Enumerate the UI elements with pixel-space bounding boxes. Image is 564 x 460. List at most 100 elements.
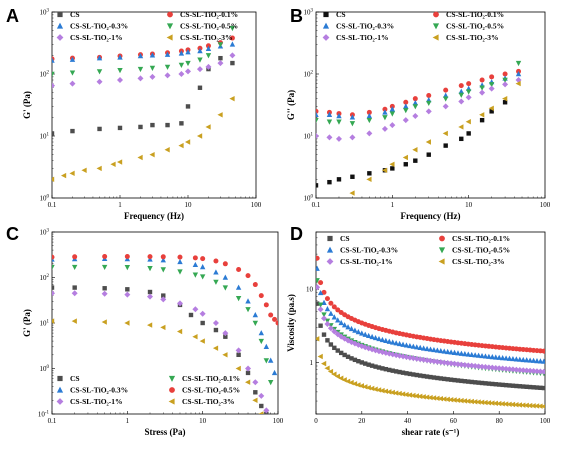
data-point — [376, 365, 382, 370]
data-point — [212, 345, 219, 351]
data-point — [472, 363, 479, 370]
legend-marker — [57, 11, 63, 18]
data-point — [369, 333, 375, 340]
data-point — [331, 328, 338, 335]
data-point — [176, 328, 183, 335]
data-point — [517, 384, 523, 389]
y-tick-label: 102 — [304, 71, 314, 79]
data-point — [317, 302, 324, 308]
data-point — [365, 384, 371, 391]
data-point — [393, 340, 399, 346]
data-point — [490, 381, 495, 387]
data-point — [380, 366, 385, 371]
data-point — [365, 332, 372, 339]
data-point — [321, 360, 327, 367]
data-point — [96, 78, 103, 85]
data-point — [185, 139, 191, 145]
data-point — [349, 356, 354, 361]
data-point — [527, 384, 533, 390]
data-point — [503, 401, 509, 407]
data-point — [376, 335, 382, 342]
legend-marker — [439, 235, 445, 242]
series-cs-sl-tio-0.5% — [52, 25, 236, 77]
data-point — [458, 350, 465, 356]
data-point — [316, 133, 319, 139]
data-point — [475, 363, 482, 370]
legend-label: CS-SL-TiO₂-0.3% — [340, 246, 398, 255]
data-point — [176, 300, 183, 307]
legend-marker — [326, 246, 334, 253]
data-point — [101, 319, 107, 325]
data-point — [366, 130, 373, 137]
data-point — [359, 330, 365, 336]
data-point — [338, 350, 344, 356]
data-point — [444, 348, 451, 355]
data-point — [352, 327, 358, 333]
data-point — [147, 266, 153, 272]
data-point — [427, 346, 434, 352]
data-point — [213, 269, 219, 275]
data-point — [382, 106, 388, 112]
data-point — [417, 393, 423, 400]
data-point — [342, 352, 347, 358]
data-point — [393, 390, 399, 396]
data-point — [506, 355, 513, 361]
data-point — [229, 41, 236, 47]
legend: CS CS-SL-TiO₂-0.1% CS-SL-TiO₂-0.3% CS-SL-Ti… — [322, 10, 504, 42]
data-point — [530, 357, 537, 363]
series-cs-sl-tio-0.3% — [52, 255, 278, 376]
data-point — [537, 358, 544, 364]
data-point — [316, 255, 320, 261]
data-point — [437, 359, 444, 366]
data-point — [427, 394, 433, 401]
data-point — [268, 312, 274, 318]
data-point — [164, 72, 171, 79]
x-tick-label: 40 — [404, 417, 412, 425]
y-tick-label: 101 — [40, 320, 50, 328]
data-point — [222, 261, 228, 267]
series-cs-sl-tio-3% — [316, 336, 545, 409]
data-point — [349, 114, 356, 120]
data-point — [424, 374, 430, 379]
data-point — [252, 282, 258, 288]
x-tick-label: 60 — [450, 417, 458, 425]
data-point — [150, 122, 155, 128]
x-axis-title: Frequency (Hz) — [400, 211, 460, 221]
data-point — [469, 379, 474, 385]
y-tick-label: 102 — [40, 274, 50, 282]
data-point — [420, 394, 426, 400]
data-point — [381, 167, 388, 173]
data-point — [52, 131, 55, 136]
legend: CS CS-SL-TiO₂-0.1% CS-SL-TiO₂-0.3% CS-SL-Ti… — [326, 234, 510, 266]
data-point — [355, 329, 362, 335]
data-point — [414, 344, 420, 350]
data-point — [515, 60, 522, 67]
data-point — [326, 134, 333, 141]
y-axis-title: G' (Pa) — [22, 91, 32, 119]
y-tick-label: 100 — [40, 365, 50, 373]
data-point — [160, 254, 166, 260]
data-point — [465, 362, 472, 369]
x-tick-label: 1 — [126, 417, 130, 425]
data-point — [510, 383, 516, 388]
data-point — [199, 338, 205, 344]
data-point — [492, 400, 498, 407]
data-point — [523, 357, 530, 363]
data-point — [534, 385, 540, 390]
data-point — [524, 384, 529, 389]
data-point — [235, 365, 241, 372]
data-point — [369, 385, 375, 392]
data-point — [382, 109, 388, 115]
data-point — [258, 392, 265, 399]
data-point — [448, 360, 455, 367]
data-point — [316, 265, 320, 271]
data-point — [462, 379, 468, 384]
data-point — [407, 342, 413, 349]
data-point — [178, 62, 185, 68]
data-point — [200, 320, 205, 326]
legend-label: CS-SL-TiO₂-1% — [70, 33, 123, 42]
data-point — [479, 89, 486, 96]
data-point — [417, 344, 423, 351]
data-point — [514, 383, 519, 389]
panel-letter: B — [290, 6, 303, 26]
